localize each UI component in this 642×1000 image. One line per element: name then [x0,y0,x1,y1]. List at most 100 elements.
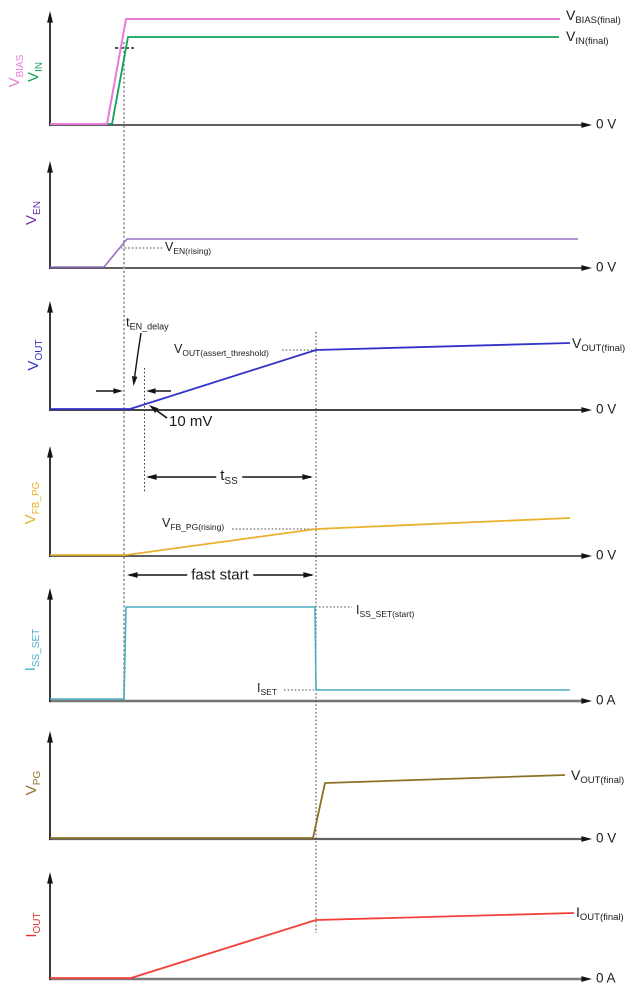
final-label-vout-sub: OUT(final) [581,343,626,355]
ylabel-vin-main: V [24,71,42,83]
ann-vout-assert-threshold: VOUT(assert_threshold) [174,341,269,357]
ten-mv-pointer-head [149,405,159,413]
tss-span-arrow-left-head [146,474,157,480]
ann-ven-rising: VEN(rising) [165,239,211,255]
ann-iset-sub: SET [260,686,278,697]
zero-label-4: 0 V [596,547,617,563]
ann-issset-start-sub: SS_SET(start) [359,608,415,619]
ylabel-ven: VEN [22,201,43,225]
final-label-vout-main: V [572,335,582,352]
final-label-vbias-sub: BIAS(final) [575,15,621,27]
ann-ten-delay: tEN_delay [126,315,169,332]
ylabel-vpg-main: V [22,785,40,796]
plot-iout-yaxis-arrow [47,872,53,884]
fast-start-span-arrow-left-head [127,572,138,578]
ann-vout-assert-threshold-sub: OUT(assert_threshold) [182,347,269,358]
trace-vpg [50,774,566,839]
ann-tss-main: t [220,466,225,484]
final-label-vbias: VBIAS(final) [566,8,621,26]
ann-vfbpg-rising-main: V [162,515,171,530]
ann-vfbpg-rising-sub: FB_PG(rising) [170,521,225,532]
final-label-vout-pg-sub: OUT(final) [580,775,625,787]
ylabel-iout-sub: OUT [31,912,43,934]
ylabel-vpg-sub: PG [31,770,43,786]
plot-vpg-yaxis-arrow [47,731,53,743]
ylabel-issset-sub: SS_SET [30,628,42,668]
zero-label-5: 0 A [596,692,616,708]
ylabel-vin: VIN [24,61,45,83]
ann-iset: ISET [257,680,277,696]
plot-vfbpg-yaxis-arrow [47,446,53,458]
final-label-iout-main: I [576,904,580,921]
plot-vout-xaxis-arrow [581,407,592,413]
trace-vbias [50,18,560,125]
ylabel-issset-main: I [21,667,39,672]
trace-iout [50,912,575,979]
final-label-vin: VIN(final) [566,29,609,47]
plot-issset-yaxis-arrow [47,588,53,600]
ann-iset-main: I [257,680,261,695]
ten-delay-pointer-head [131,376,138,386]
final-label-iout-sub: OUT(final) [579,912,624,924]
fast-start-span-arrow-right-head [303,572,314,578]
ylabel-vbias-main: V [5,77,23,88]
ann-ten-delay-sub: EN_delay [129,321,169,332]
ylabel-vfbpg-main: V [21,514,39,525]
ann-tss: tSS [216,466,242,487]
plot-vout-yaxis-arrow [47,301,53,313]
trace-ven [50,238,578,268]
tss-span-arrow-right-head [302,474,313,480]
ten-delay-pointer-line [133,332,142,383]
ylabel-vout-main: V [24,360,42,371]
final-label-vout: VOUT(final) [572,336,625,354]
zero-label-2: 0 V [596,259,617,275]
ten-delay-right-arrow-head [146,388,156,394]
ylabel-vpg: VPG [22,770,43,796]
zero-label-3: 0 V [596,401,617,417]
ylabel-ven-main: V [22,214,40,225]
ylabel-vfbpg: VFB_PG [21,481,42,525]
ylabel-ven-sub: EN [31,201,43,215]
plot-ven-xaxis-arrow [581,265,592,271]
ylabel-vfbpg-sub: FB_PG [30,481,42,515]
plot-vpg-xaxis-arrow [581,836,592,842]
ann-ven-rising-sub: EN(rising) [173,245,212,256]
trace-vout [50,342,571,410]
ylabel-vout-sub: OUT [33,339,45,361]
zero-label-7: 0 A [596,970,616,986]
zero-label-6: 0 V [596,830,617,846]
ylabel-vbias: VBIAS [5,54,26,88]
ylabel-vin-sub: IN [33,61,45,72]
final-label-vbias-main: V [566,7,576,24]
ylabel-iout: IOUT [22,912,43,938]
trace-vin [50,36,559,125]
plot-iout-xaxis-arrow [581,976,592,982]
ann-tss-sub: SS [224,475,238,487]
ylabel-vout: VOUT [24,339,45,371]
ann-fast-start: fast start [187,567,253,583]
final-label-vout-pg: VOUT(final) [571,768,624,786]
ten-delay-left-arrow-head [113,388,123,394]
plot-vfbpg-xaxis-arrow [581,553,592,559]
ylabel-iout-main: I [22,933,40,938]
trace-vfbpg [50,517,571,556]
plot-issset-xaxis-arrow [581,698,592,704]
ann-issset-start-main: I [356,602,360,617]
ylabel-issset: ISS_SET [21,628,42,672]
ann-vout-assert-threshold-main: V [174,341,183,356]
final-label-vin-sub: IN(final) [575,36,609,48]
plot-ven-yaxis-arrow [47,161,53,173]
trace-issset [50,606,570,700]
final-label-vin-main: V [566,28,576,45]
plot-vbias-vin-yaxis-arrow [47,11,53,23]
ann-ven-rising-main: V [165,239,174,254]
ann-vfbpg-rising: VFB_PG(rising) [162,515,224,531]
final-label-vout-pg-main: V [571,767,581,784]
ann-ten-delay-main: t [126,314,130,330]
ann-issset-start: ISS_SET(start) [356,602,414,618]
ylabel-vbias-sub: BIAS [14,54,26,78]
ann-10mv: 10 mV [169,412,213,430]
final-label-iout: IOUT(final) [576,905,624,923]
